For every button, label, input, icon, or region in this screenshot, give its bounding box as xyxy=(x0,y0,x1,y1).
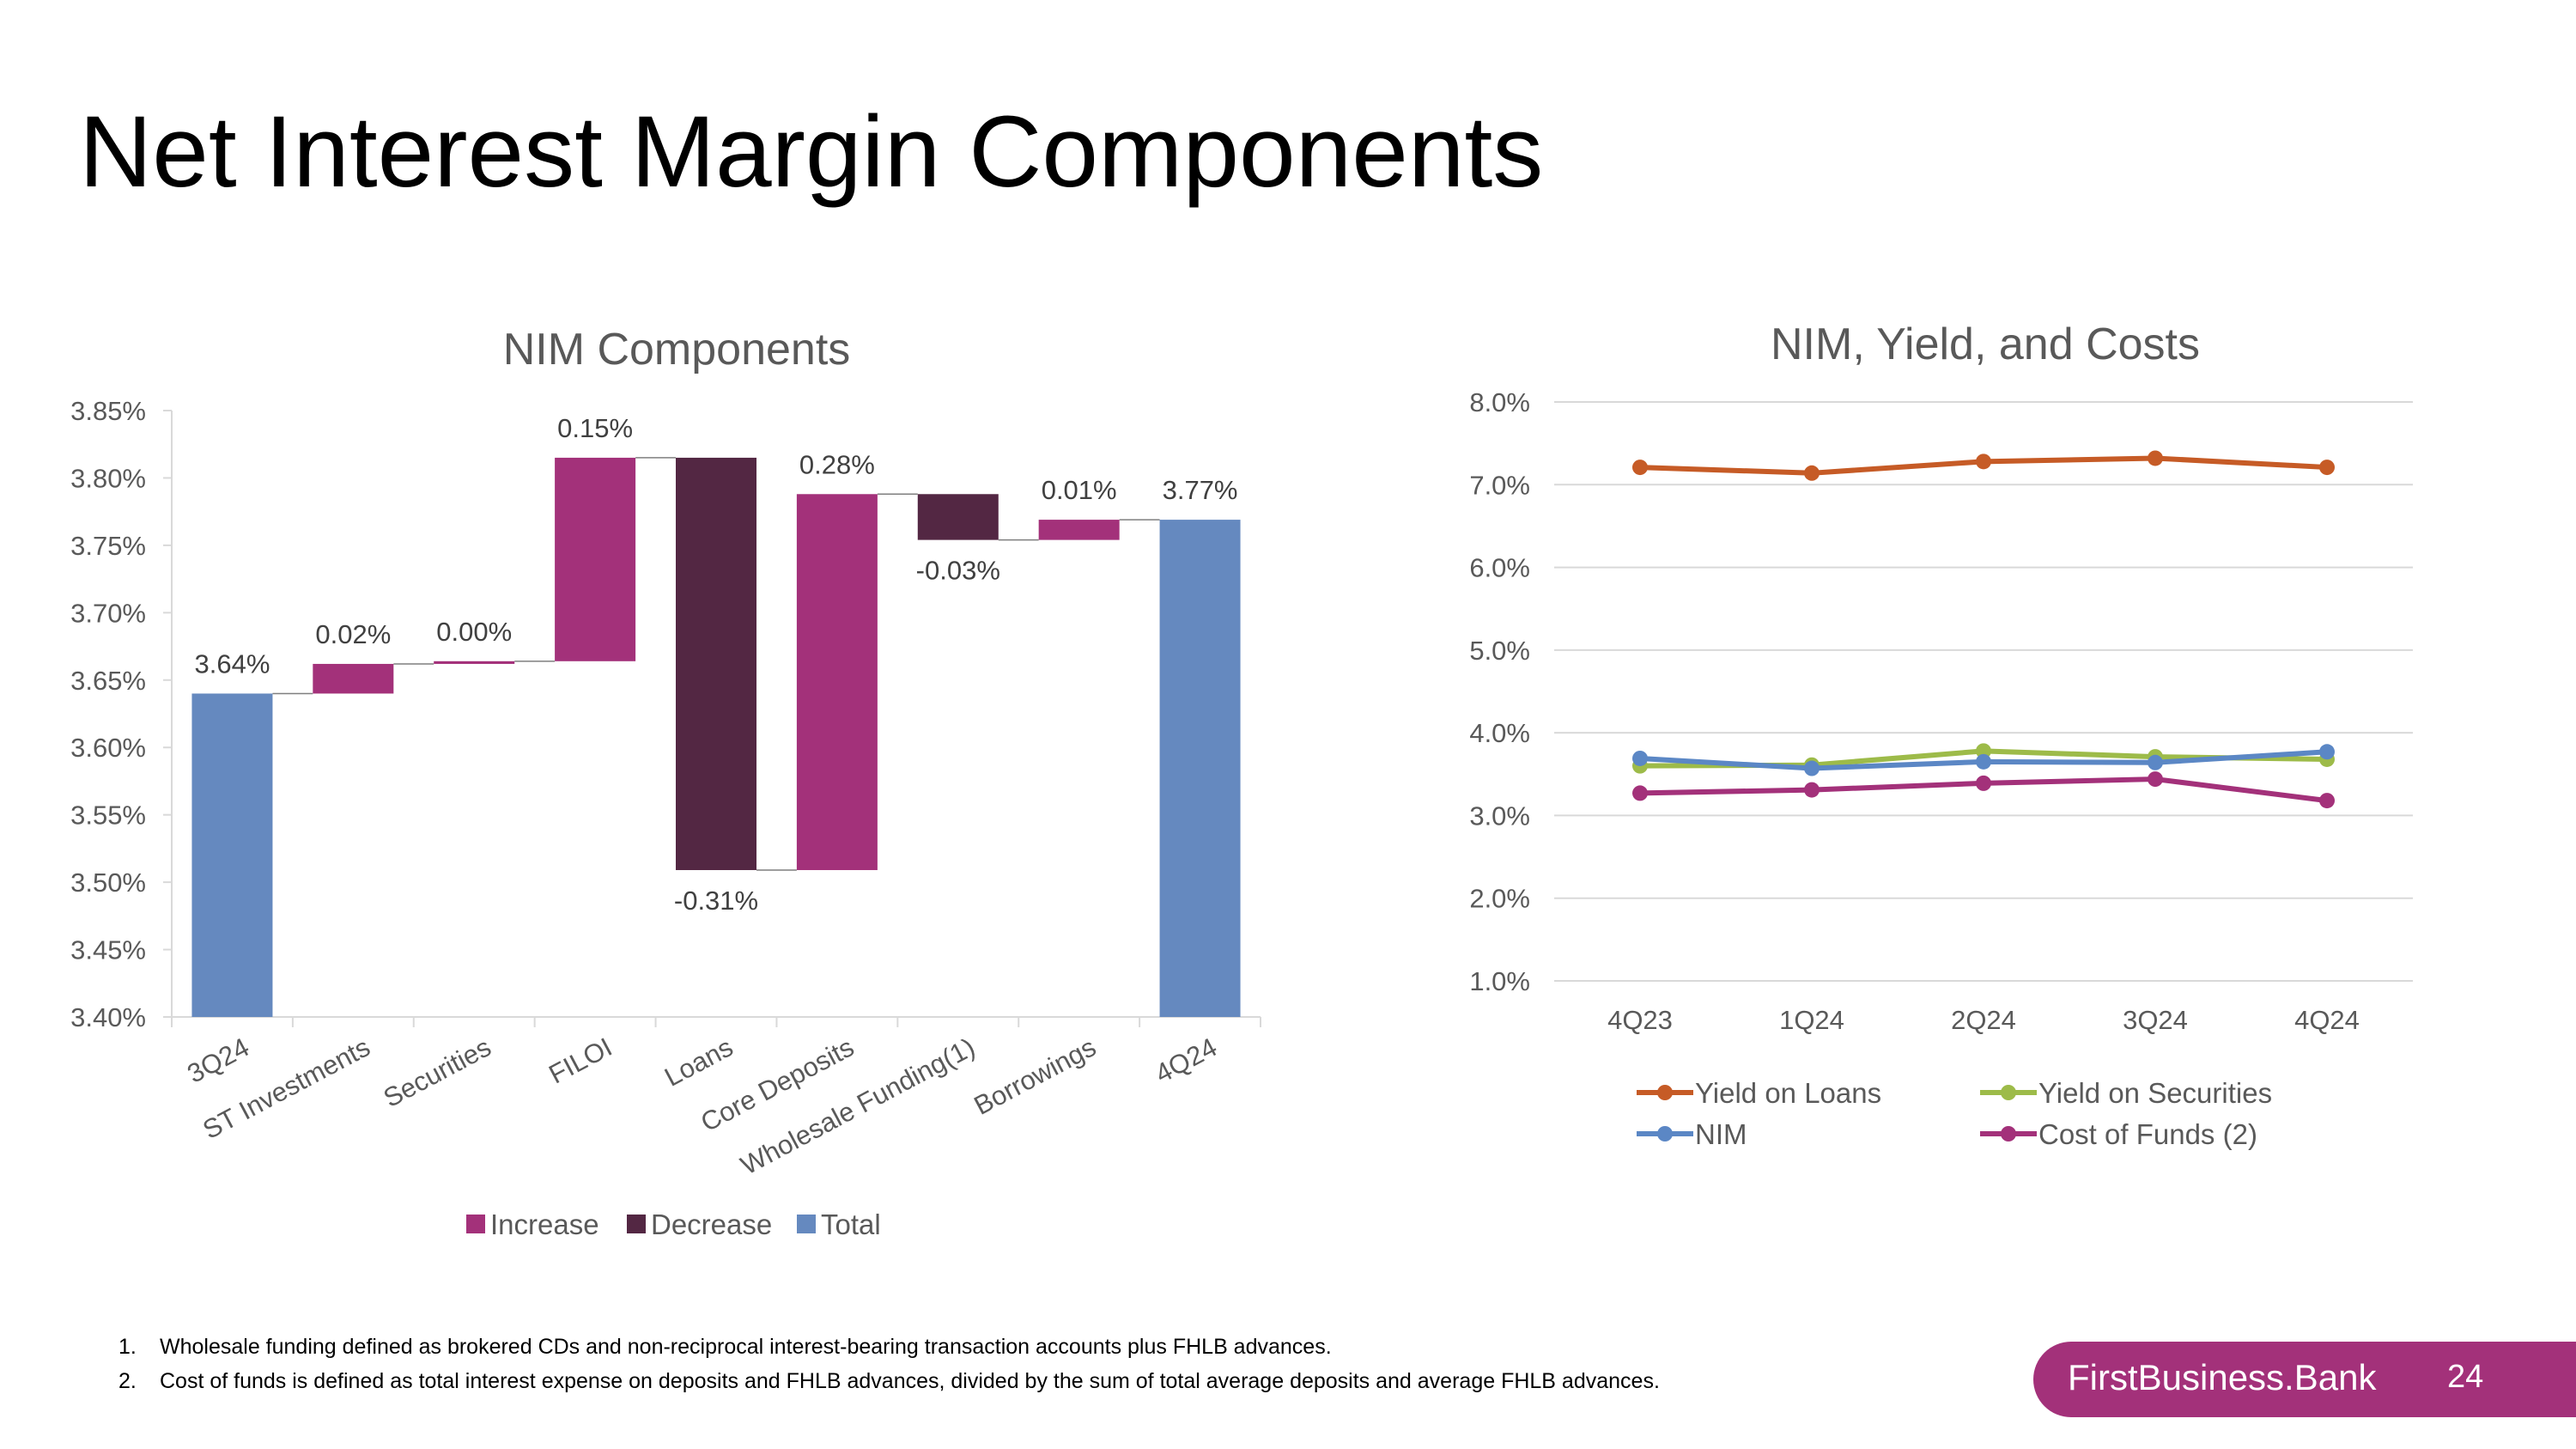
bar-decrease xyxy=(676,457,756,870)
bar-increase xyxy=(434,661,515,664)
legend-marker xyxy=(2001,1126,2016,1142)
legend-label: Cost of Funds (2) xyxy=(2038,1118,2257,1150)
bar-decrease xyxy=(917,494,999,540)
data-label: -0.31% xyxy=(674,886,758,916)
y-tick-label: 6.0% xyxy=(1469,553,1530,583)
data-point xyxy=(1976,753,1991,770)
y-tick-label: 3.85% xyxy=(70,396,146,426)
bar-total xyxy=(1159,520,1241,1017)
data-point xyxy=(1804,760,1820,776)
brand-banner: FirstBusiness.Bank 24 xyxy=(2033,1342,2576,1417)
y-tick-label: 8.0% xyxy=(1469,387,1530,417)
data-point xyxy=(1632,460,1648,476)
data-label: 0.00% xyxy=(436,617,512,647)
legend-swatch-total xyxy=(797,1215,816,1233)
page-number: 24 xyxy=(2447,1359,2484,1395)
x-tick-label: 1Q24 xyxy=(1779,1005,1844,1035)
data-label: 3.64% xyxy=(194,648,270,679)
bar-increase xyxy=(796,494,878,870)
data-label: 0.15% xyxy=(557,413,633,443)
y-tick-label: 4.0% xyxy=(1469,718,1530,748)
data-point xyxy=(1976,743,1991,759)
legend-label: Total xyxy=(821,1209,881,1240)
y-tick-label: 5.0% xyxy=(1469,636,1530,666)
bar-total xyxy=(191,693,273,1017)
chart-title: NIM, Yield, and Costs xyxy=(1771,320,2200,369)
y-tick-label: 3.75% xyxy=(70,531,146,561)
data-label: 3.77% xyxy=(1163,475,1238,505)
chart-title: NIM Components xyxy=(503,325,851,374)
y-tick-label: 3.60% xyxy=(70,733,146,763)
y-tick-label: 1.0% xyxy=(1469,966,1530,996)
y-tick-label: 3.80% xyxy=(70,463,146,493)
legend-label: Increase xyxy=(490,1209,599,1240)
x-tick-label: 3Q24 xyxy=(2123,1005,2188,1035)
y-tick-label: 3.40% xyxy=(70,1002,146,1032)
x-tick-label: 4Q24 xyxy=(2294,1005,2360,1035)
legend-marker xyxy=(1657,1085,1673,1100)
data-label: 0.28% xyxy=(799,449,875,479)
data-point xyxy=(1804,465,1820,481)
data-point xyxy=(2319,744,2335,760)
data-label: 0.02% xyxy=(315,619,391,649)
legend-marker xyxy=(2001,1085,2016,1100)
bar-increase xyxy=(1038,520,1120,540)
brand-logo-text: FirstBusiness.Bank xyxy=(2068,1357,2377,1397)
legend-label: Yield on Securities xyxy=(2038,1077,2272,1109)
x-tick-label: 2Q24 xyxy=(1951,1005,2016,1035)
legend-swatch-increase xyxy=(466,1215,485,1233)
legend-label: Decrease xyxy=(651,1209,772,1240)
y-tick-label: 2.0% xyxy=(1469,884,1530,914)
data-point xyxy=(1976,775,1991,791)
nim-components-chart: NIM Components 3.64% 0.02% 0.00% 0.15% -0.31… xyxy=(70,325,1261,1240)
bar-increase xyxy=(555,457,636,661)
page-title: Net Interest Margin Components xyxy=(79,95,1544,209)
legend-swatch-decrease xyxy=(627,1215,646,1233)
footnotes: 1. Wholesale funding defined as brokered … xyxy=(96,1330,1660,1398)
data-point xyxy=(1632,785,1648,801)
data-point xyxy=(1976,454,1991,470)
data-point xyxy=(1804,782,1820,798)
data-point xyxy=(2319,793,2335,809)
legend-marker xyxy=(1657,1126,1673,1142)
bar-increase xyxy=(313,663,394,694)
y-tick-label: 3.0% xyxy=(1469,801,1530,831)
x-tick-label: 4Q23 xyxy=(1607,1005,1673,1035)
y-tick-label: 7.0% xyxy=(1469,470,1530,500)
nim-yield-costs-chart: NIM, Yield, and Costs 1.0% 2.0% 3.0% 4.0% 5.… xyxy=(1469,320,2413,1150)
footnote: 2. Cost of funds is defined as total inte… xyxy=(118,1369,1660,1393)
y-tick-label: 3.65% xyxy=(70,666,146,696)
data-point xyxy=(2148,450,2163,466)
data-point xyxy=(2319,460,2335,476)
legend-label: NIM xyxy=(1695,1118,1747,1150)
y-tick-label: 3.50% xyxy=(70,868,146,898)
y-tick-label: 3.45% xyxy=(70,935,146,965)
y-tick-label: 3.70% xyxy=(70,598,146,628)
data-point xyxy=(2148,754,2163,770)
data-label: 0.01% xyxy=(1042,475,1117,505)
data-label: -0.03% xyxy=(916,556,1000,586)
legend-label: Yield on Loans xyxy=(1695,1077,1881,1109)
data-point xyxy=(1632,750,1648,766)
footnote: 1. Wholesale funding defined as brokered … xyxy=(118,1335,1332,1359)
data-point xyxy=(2148,771,2163,788)
y-tick-label: 3.55% xyxy=(70,801,146,831)
